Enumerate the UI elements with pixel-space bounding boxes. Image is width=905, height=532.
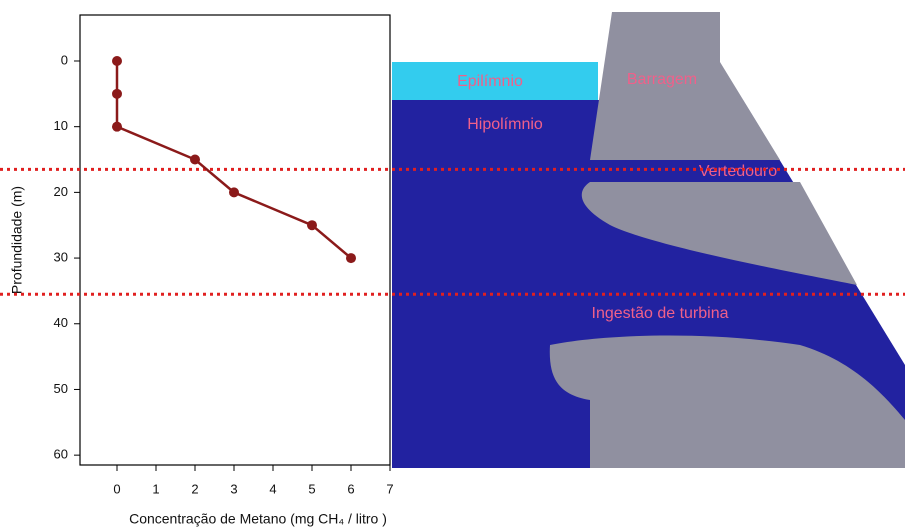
- annotation: Epilímnio: [457, 73, 523, 90]
- y-tick-label: 40: [54, 315, 68, 330]
- x-tick-label: 0: [113, 481, 120, 496]
- dam-top: [590, 12, 780, 160]
- y-axis-label: Profundidade (m): [9, 186, 25, 294]
- y-tick-label: 0: [61, 52, 68, 67]
- y-tick-label: 20: [54, 184, 68, 199]
- x-tick-label: 4: [269, 481, 276, 496]
- plot-frame: [79, 14, 391, 466]
- data-point: [346, 253, 356, 264]
- x-tick-label: 3: [230, 481, 237, 496]
- dam-middle: [581, 182, 857, 285]
- annotation: Vertedouro: [699, 163, 777, 180]
- dam-bottom: [549, 335, 905, 468]
- data-point: [112, 55, 122, 66]
- x-axis-label: Concentração de Metano (mg CH₄ / litro ): [129, 511, 387, 527]
- annotation: Barragem: [627, 71, 697, 88]
- y-tick-label: 10: [54, 118, 68, 133]
- x-tick-label: 2: [191, 481, 198, 496]
- y-tick-label: 50: [54, 381, 68, 396]
- data-point: [229, 187, 239, 198]
- data-point: [307, 220, 317, 231]
- annotation: Ingestão de turbina: [592, 305, 729, 322]
- x-tick-label: 6: [347, 481, 354, 496]
- x-tick-label: 7: [386, 481, 393, 496]
- water-epilimnion: [392, 62, 598, 100]
- data-point: [112, 121, 122, 132]
- y-tick-label: 30: [54, 250, 68, 265]
- x-tick-label: 5: [308, 481, 315, 496]
- data-point: [190, 154, 200, 165]
- y-tick-label: 60: [54, 447, 68, 462]
- x-tick-label: 1: [152, 481, 159, 496]
- annotation: Hipolímnio: [467, 116, 543, 133]
- data-point: [112, 88, 122, 99]
